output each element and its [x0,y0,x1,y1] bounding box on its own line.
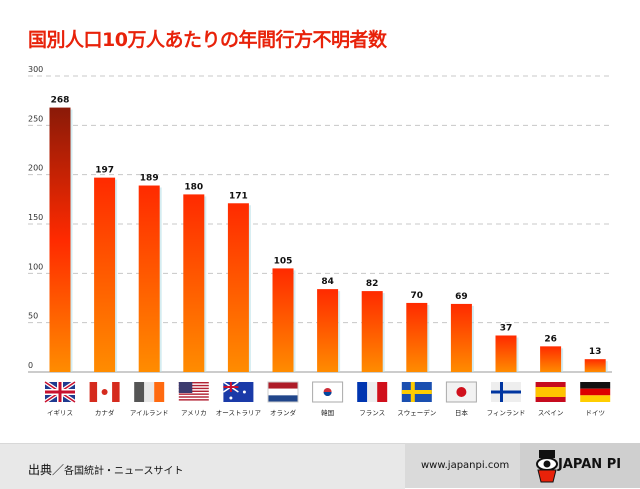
bar-2 [138,185,160,372]
x-tick-label: イギリス [47,409,73,417]
bar-7 [361,291,383,372]
y-tick-label: 150 [28,213,43,222]
footer-logo-panel: JAPAN PI [520,443,640,488]
x-tick-label: フランス [359,409,385,417]
australia-flag-icon [222,381,254,402]
website-url[interactable]: www.japanpi.com [421,460,510,471]
source-text: 各国統計・ニュースサイト [64,466,184,477]
footer-url-panel: www.japanpi.com [405,443,520,488]
logo-text: JAPAN PI [558,457,622,472]
footer-source: 出典／各国統計・ニュースサイト [0,443,405,489]
data-label: 13 [589,347,602,357]
bar-4 [227,203,249,372]
data-label: 105 [274,256,293,266]
eye-logo-icon [536,450,558,483]
japan-flag-icon [445,381,477,403]
bar-11 [540,346,562,372]
bar-8 [406,302,428,372]
y-tick-label: 100 [28,262,43,271]
france-flag-icon [357,382,388,402]
x-tick-label: オランダ [270,408,297,417]
data-label: 180 [184,182,203,192]
data-label: 84 [321,277,334,287]
netherlands-flag-icon [267,381,299,403]
bar-12 [584,359,606,372]
data-label: 197 [95,166,114,176]
bar-9 [450,303,472,372]
data-label: 26 [544,334,557,344]
y-tick-label: 50 [28,312,38,321]
x-tick-label: オーストラリア [216,409,262,417]
y-tick-label: 300 [28,65,43,74]
y-tick-label: 250 [28,114,43,123]
finland-flag-icon [491,382,521,402]
chart-title: 国別人口10万人あたりの年間行方不明者数 [28,29,387,51]
data-label: 37 [500,323,513,333]
x-tick-label: ドイツ [585,409,605,417]
x-tick-label: スウェーデン [397,408,436,417]
data-label: 70 [411,291,424,301]
x-tick-label: 韓国 [321,408,334,417]
x-tick-label: フィンランド [487,409,526,417]
y-tick-label: 200 [28,164,43,173]
spain-flag-icon [535,382,566,402]
sweden-flag-icon [401,382,432,402]
y-tick-label: 0 [28,361,33,370]
uk-flag-icon [43,380,77,404]
bar-1 [94,177,116,372]
bar-3 [183,194,205,372]
ireland-flag-icon [134,382,165,402]
korea-flag-icon [312,381,344,403]
bar-10 [495,335,517,372]
bar-5 [272,268,294,372]
x-tick-label: アイルランド [130,409,169,417]
source-label: 出典／ [28,463,65,477]
bar-0 [49,107,71,372]
data-label: 82 [366,279,379,289]
data-label: 69 [455,292,468,302]
data-label: 171 [229,191,248,201]
data-label: 268 [51,96,70,106]
bar-6 [317,289,339,372]
usa-flag-icon [178,382,209,401]
germany-flag-icon [580,382,611,402]
x-tick-label: 日本 [455,408,469,417]
data-label: 189 [140,174,159,184]
x-tick-label: スペイン [538,409,564,417]
bar-chart: 0 50 100 150 200 250 300 268 イギリス 197 カナダ 189 アイルランド… [28,65,612,417]
x-tick-label: アメリカ [181,409,207,417]
x-tick-label: カナダ [95,408,115,417]
canada-flag-icon [89,382,120,402]
